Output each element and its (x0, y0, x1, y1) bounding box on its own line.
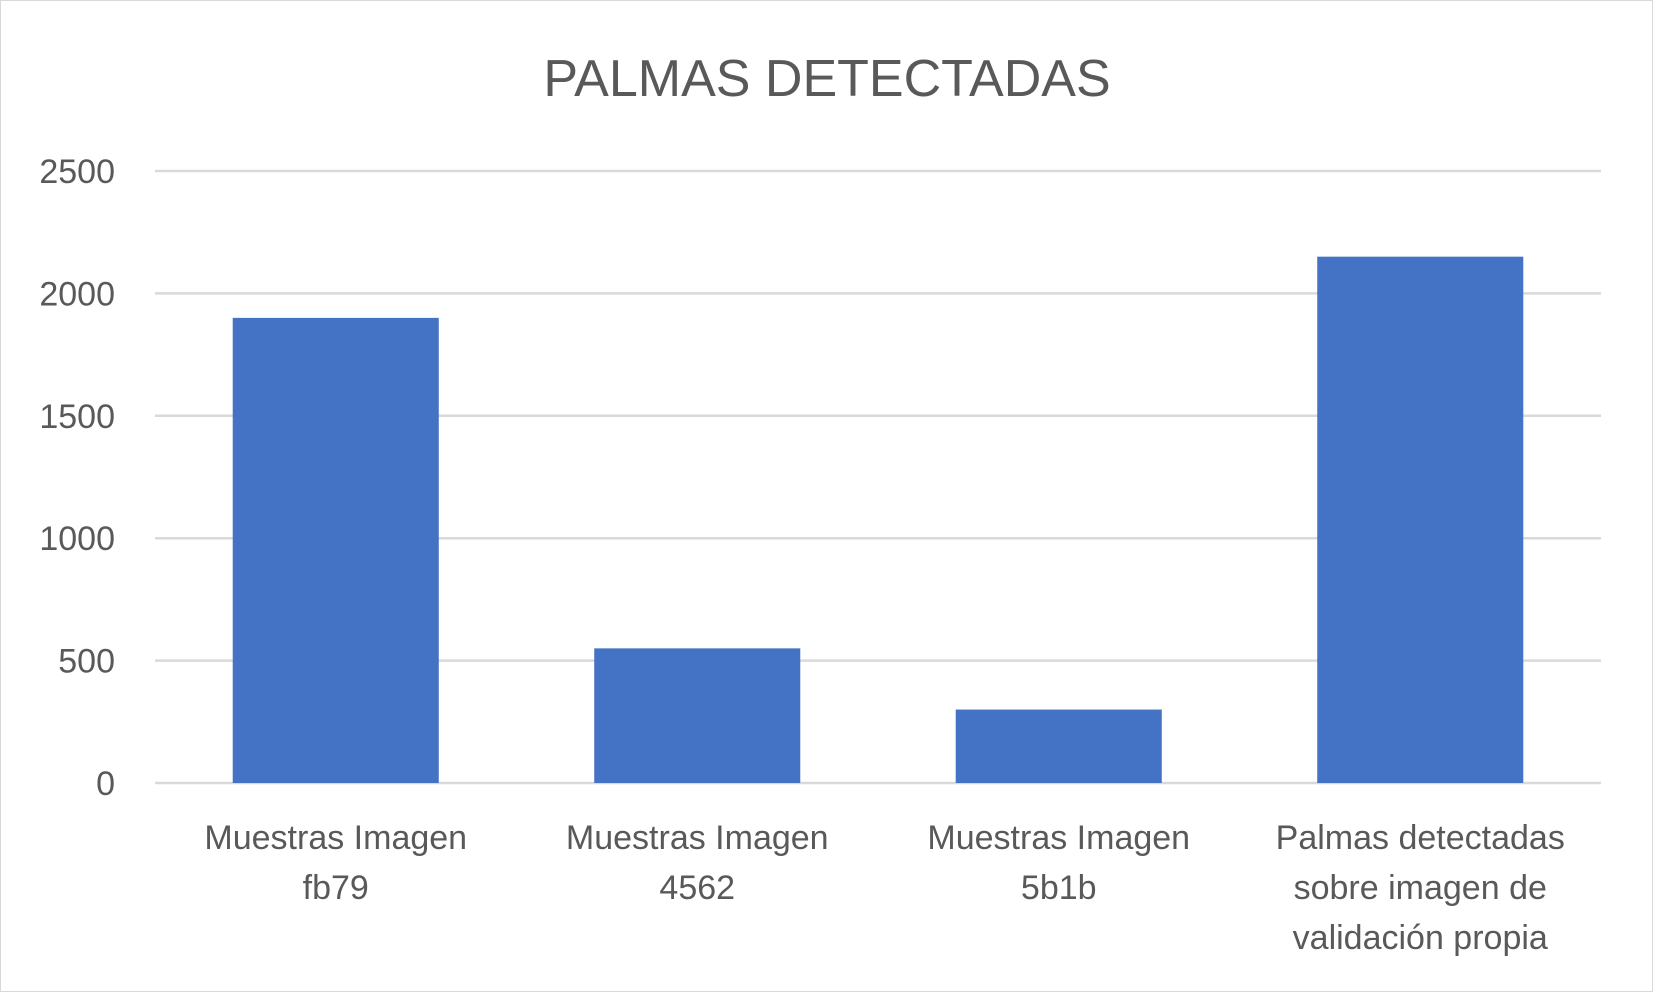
x-tick-label-line: sobre imagen de (1294, 869, 1547, 907)
chart-title: PALMAS DETECTADAS (543, 50, 1110, 108)
x-tick-label-line: Muestras Imagen (566, 819, 829, 857)
x-tick-label-line: Muestras Imagen (204, 819, 467, 857)
y-tick-label: 1500 (39, 398, 115, 436)
x-tick-label: Muestras Imagen 4562 (566, 819, 829, 907)
bar (594, 648, 801, 783)
x-tick-label: Muestras Imagen fb79 (204, 819, 467, 907)
y-tick-label: 500 (58, 643, 115, 681)
x-tick-label-line: 4562 (659, 869, 735, 907)
y-tick-label: 0 (96, 765, 115, 803)
x-tick-label-line: 5b1b (1021, 869, 1097, 907)
x-tick-label-line: Palmas detectadas (1276, 819, 1565, 857)
bar (232, 317, 439, 783)
y-tick-label: 1000 (39, 520, 115, 558)
x-tick-label-line: validación propia (1293, 919, 1548, 957)
x-tick-label-line: fb79 (303, 869, 369, 907)
bar (955, 709, 1162, 783)
x-tick-label: Muestras Imagen 5b1b (927, 819, 1190, 907)
bar (1317, 256, 1524, 783)
x-tick-label-line: Muestras Imagen (927, 819, 1190, 857)
y-axis-ticks: 0 500 1000 1500 2000 2500 (39, 153, 115, 803)
y-tick-label: 2500 (39, 153, 115, 191)
x-tick-label: Palmas detectadas sobre imagen de validaci… (1276, 819, 1565, 957)
bars (232, 256, 1524, 783)
y-tick-label: 2000 (39, 275, 115, 313)
